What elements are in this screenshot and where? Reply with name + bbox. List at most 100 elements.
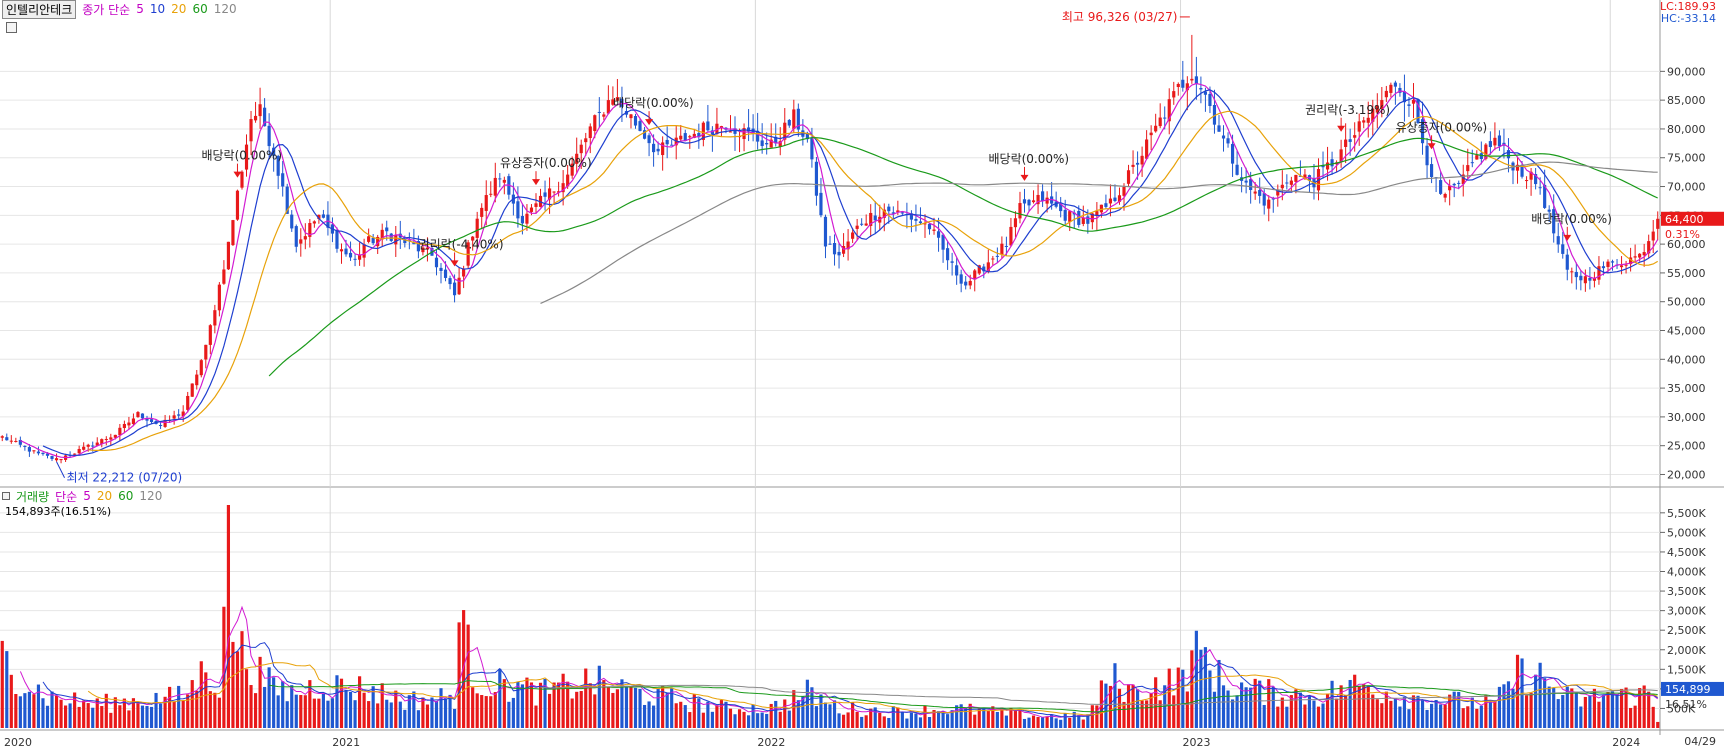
candle-body [1638,253,1642,258]
candle-body [927,224,932,230]
volume-legend-ma5: 5 [83,489,91,503]
volume-bar [1642,685,1646,728]
candle-body [918,221,923,224]
candle-body [1108,198,1113,204]
volume-bar [1601,695,1606,728]
candle-body [1570,271,1574,273]
candle-body [208,325,212,345]
volume-bar [9,674,13,728]
candle-body [647,135,651,144]
candle-body [27,447,31,452]
candle-body [769,139,773,148]
volume-bar [543,679,547,728]
candle-body [1190,78,1194,81]
volume-ma60-line [269,680,1658,713]
candle-body [1574,271,1578,278]
candle-body [968,280,972,286]
volume-bar [1529,692,1533,728]
volume-bar [362,692,366,728]
grid-icon[interactable] [6,22,17,33]
candle-body [186,395,190,410]
volume-bar [358,676,362,728]
volume-bar [77,706,81,728]
candle-body [792,109,796,129]
volume-bar [832,700,837,728]
candle-body [823,216,828,247]
volume-bar [719,700,724,728]
candle-body [756,130,760,142]
candle-body [1063,209,1067,221]
volume-bar [946,714,950,728]
candle-body [122,423,126,429]
volume-bar [1190,650,1194,728]
candle-body [982,266,986,272]
candle-body [240,171,244,188]
candle-body [837,251,841,256]
candle-body [1656,218,1660,229]
volume-bar [1647,691,1651,728]
price-tick-label: 70,000 [1667,181,1706,194]
volume-bar [145,706,149,728]
candle-body [1149,132,1153,136]
candle-body [235,190,240,220]
candle-body [321,214,325,218]
volume-bar [416,710,420,728]
annotation-arrow-head [531,179,540,186]
volume-bar [547,693,552,728]
annotation-arrow-head [1427,143,1436,150]
volume-legend-ma60: 60 [118,489,134,503]
volume-bar [1353,674,1357,728]
volume-bar [520,684,525,728]
candle-body [0,436,4,438]
volume-bar [231,641,235,728]
volume-bar [611,692,615,728]
volume-bar [443,698,448,728]
candle-body [281,173,285,187]
volume-bar [475,693,479,728]
volume-bar [348,692,353,728]
price-tick-label: 55,000 [1667,267,1706,280]
volume-bar [267,667,271,728]
volume-bar [1018,709,1022,728]
stock-name-box[interactable]: 인텔리안테크 [2,0,77,19]
volume-bar [1574,691,1578,728]
volume-bar [995,711,999,728]
candle-body [882,209,886,218]
annotation-arrow-head [233,171,242,178]
volume-bar [263,686,267,728]
candle-body [195,374,199,386]
candle-body [570,163,574,176]
candle-body [805,133,809,140]
year-label: 2020 [4,736,32,749]
price-tick-label: 60,000 [1667,238,1706,251]
volume-bar [1050,714,1054,728]
volume-square-icon [2,492,10,500]
candle-body [977,265,981,274]
candle-body [683,133,687,142]
candle-body [1579,275,1583,281]
price-tick-label: 75,000 [1667,152,1706,165]
volume-bar [914,713,918,728]
candle-body [995,255,999,257]
candle-body [41,452,45,455]
volume-bar [281,681,285,728]
candle-body [1009,226,1013,246]
volume-bar [59,699,63,728]
candle-body [1117,195,1122,202]
candle-body [158,424,163,426]
candle-body [249,119,253,142]
candle-body [1000,243,1004,255]
price-tick-label: 30,000 [1667,411,1706,424]
candle-body [900,212,904,214]
candle-body [787,120,791,126]
volume-bar [1154,677,1158,728]
volume-bar [606,686,610,728]
candle-body [1212,104,1217,125]
candle-body [959,274,963,284]
volume-bar [276,695,280,728]
lc-label: LC:189.93 [1659,0,1716,13]
candle-body [778,141,782,147]
candle-body [774,136,778,144]
volume-bar [923,705,927,728]
